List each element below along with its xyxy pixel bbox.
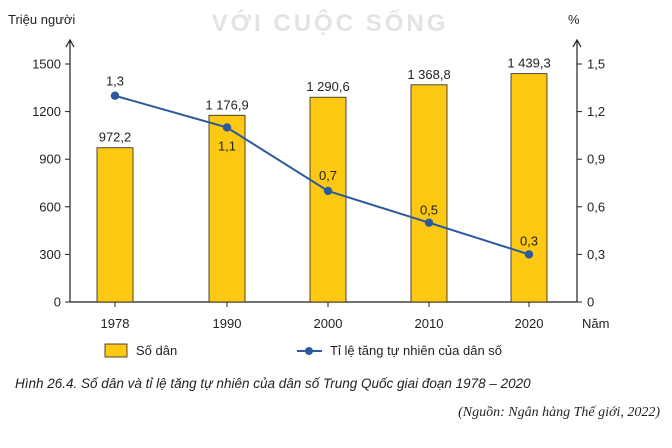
right-axis-arrow xyxy=(572,38,582,48)
x-tick-label: 2020 xyxy=(515,316,544,331)
figure-source: (Nguồn: Ngân hàng Thế giới, 2022) xyxy=(458,405,660,420)
left-axis-title: Triệu người xyxy=(8,12,75,27)
bar-value-label: 1 439,3 xyxy=(507,56,550,71)
left-tick-label: 1500 xyxy=(32,57,61,72)
bar-value-label: 1 290,6 xyxy=(306,79,349,94)
rate-point xyxy=(323,186,333,196)
legend-bar-label: Số dân xyxy=(136,343,177,358)
rate-value-label: 1,1 xyxy=(218,138,236,153)
legend-line-marker xyxy=(305,347,313,355)
left-tick-label: 600 xyxy=(39,199,61,214)
bar-value-label: 972,2 xyxy=(99,130,132,145)
rate-point xyxy=(424,218,434,227)
right-axis-title: % xyxy=(568,12,580,27)
right-tick-label: 0,6 xyxy=(587,199,605,214)
left-axis-arrow xyxy=(65,38,75,48)
rate-value-label: 0,3 xyxy=(520,233,538,248)
figure-caption: Hình 26.4. Số dân và tỉ lệ tăng tự nhiên… xyxy=(15,376,531,391)
rate-value-label: 1,3 xyxy=(106,74,124,89)
rate-point xyxy=(524,250,534,259)
bar xyxy=(410,84,448,303)
x-tick-label: 1978 xyxy=(101,316,130,331)
right-tick-label: 0 xyxy=(587,295,594,310)
right-tick-label: 1,2 xyxy=(587,104,605,119)
bar-value-label: 1 368,8 xyxy=(407,67,450,82)
x-axis-title: Năm xyxy=(582,316,609,331)
x-tick-label: 2010 xyxy=(415,316,444,331)
legend-bar-swatch xyxy=(104,343,128,358)
watermark-text: VỚI CUỘC SỐNG xyxy=(212,9,449,37)
right-tick-label: 0,3 xyxy=(587,247,605,262)
x-tick-label: 1990 xyxy=(213,316,242,331)
bar xyxy=(510,73,548,303)
rate-value-label: 0,7 xyxy=(319,168,337,183)
left-tick-label: 0 xyxy=(54,295,61,310)
left-tick-label: 300 xyxy=(39,247,61,262)
rate-point xyxy=(222,123,232,132)
x-tick-label: 2000 xyxy=(314,316,343,331)
rate-value-label: 0,5 xyxy=(420,203,438,218)
bar xyxy=(208,114,246,303)
right-tick-label: 1,5 xyxy=(587,57,605,72)
right-tick-label: 0,9 xyxy=(587,152,605,167)
legend-line-label: Tỉ lệ tăng tự nhiên của dân số xyxy=(330,343,502,358)
bar-value-label: 1 176,9 xyxy=(205,97,248,112)
rate-point xyxy=(110,91,120,100)
left-tick-label: 900 xyxy=(39,152,61,167)
bar xyxy=(309,96,347,303)
left-tick-label: 1200 xyxy=(32,104,61,119)
bar xyxy=(96,147,134,303)
